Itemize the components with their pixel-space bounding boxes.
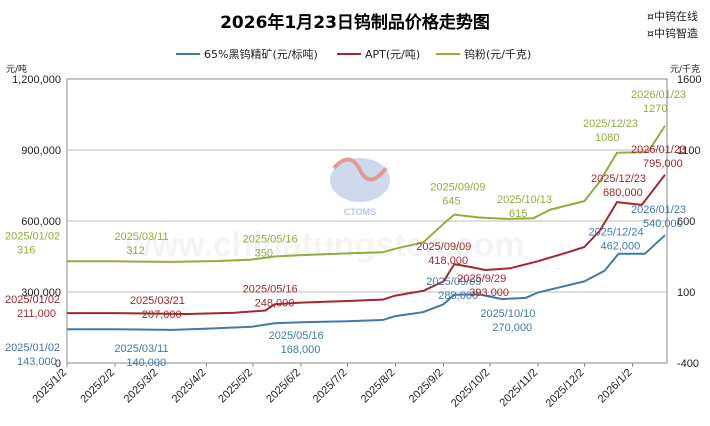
annotation-value: 795,000 — [643, 158, 683, 170]
annotation-date: 2025/05/16 — [243, 234, 298, 246]
annotation-value: 211,000 — [17, 308, 56, 320]
annotation-value: 350 — [255, 248, 273, 260]
left-axis-tick-label: 300,000 — [21, 287, 61, 299]
watermark-logo-icon — [330, 158, 390, 202]
annotation-layer: 2025/01/02 143,000 2025/03/11 140,000 2025/0… — [5, 89, 686, 369]
annotation-value: 288,000 — [438, 290, 478, 302]
series-line-powder — [67, 125, 666, 263]
brand-line-1: ¤中钨在线 — [647, 9, 698, 23]
annotation-value: 270,000 — [492, 322, 532, 334]
annotation-value: 393,000 — [469, 287, 509, 299]
annotation-date: 2025/10/13 — [497, 194, 552, 206]
annotation-value: 1270 — [643, 103, 667, 115]
annotation-value: 645 — [442, 196, 460, 208]
annotation-date: 2026/01/23 — [631, 144, 686, 156]
right-axis-tick-label: 1100 — [677, 145, 701, 157]
watermark-logo-wave-icon — [332, 157, 388, 182]
annotation-date: 2025/09/09 — [430, 182, 485, 194]
annotation-date: 2025/12/23 — [591, 173, 646, 185]
annotation-value: 680,000 — [603, 187, 643, 199]
series-line-ore — [67, 234, 666, 331]
annotation-date: 2025/01/02 — [5, 342, 60, 354]
left-axis-tick-label: 0 — [55, 358, 61, 370]
annotation-value: 316 — [17, 244, 35, 256]
right-axis-tick-label: -400 — [677, 358, 699, 370]
annotation-date: 2025/10/10 — [480, 308, 535, 320]
annotation-value: 540,000 — [643, 218, 683, 230]
chart-title: 2026年1月23日钨制品价格走势图 — [220, 12, 490, 33]
annotation-date: 2025/03/11 — [114, 343, 168, 355]
series-line-apt — [67, 174, 666, 315]
left-axis-unit: 元/吨 — [6, 63, 27, 75]
annotation-date: 2025/01/02 — [5, 294, 60, 306]
annotation-value: 207,000 — [142, 309, 182, 321]
annotation-date: 2025/12/23 — [583, 118, 638, 130]
annotation-value: 312 — [126, 245, 144, 257]
right-axis-tick-label: 100 — [677, 287, 695, 299]
left-axis-tick-label: 900,000 — [21, 145, 61, 157]
annotation-date: 2025/05/16 — [269, 330, 324, 342]
right-axis-unit: 元/千克 — [670, 64, 700, 75]
right-axis-tick-label: 1600 — [677, 74, 701, 86]
watermark-url: www.chinatungsten.com — [124, 226, 524, 264]
annotation-value: 143,000 — [17, 356, 57, 368]
annotation-date: 2025/01/02 — [5, 230, 60, 242]
annotation-date: 2025/05/16 — [243, 283, 298, 295]
annotation-value: 615 — [509, 208, 527, 220]
annotation-date: 2025/09/09 — [426, 276, 481, 288]
legend-label-apt: APT(元/吨) — [365, 48, 420, 61]
annotation-date: 2025/03/21 — [130, 295, 185, 307]
annotation-value: 248,000 — [255, 297, 295, 309]
watermark: CTOMS www.chinatungsten.com — [124, 157, 525, 264]
right-axis-tick-label: 600 — [677, 216, 695, 228]
annotation-date: 2025/03/11 — [114, 231, 168, 243]
annotation-value: 418,000 — [428, 255, 468, 267]
annotation-date: 2025/09/09 — [416, 241, 471, 253]
annotation-date: 2025/12/24 — [589, 227, 644, 239]
legend-label-powder: 钨粉(元/千克) — [464, 48, 531, 61]
legend-label-ore: 65%黑钨精矿(元/标吨) — [204, 47, 318, 61]
left-axis-tick-label: 1,200,000 — [12, 74, 61, 86]
annotation-date: 2026/01/23 — [631, 89, 686, 101]
legend: 65%黑钨精矿(元/标吨) APT(元/吨) 钨粉(元/千克) — [176, 47, 531, 61]
annotation-value: 462,000 — [601, 241, 641, 253]
annotation-value: 168,000 — [281, 344, 321, 356]
annotation-value: 140,000 — [126, 357, 166, 369]
brand-line-2: ¤中钨智造 — [647, 26, 698, 40]
watermark-logo-text: CTOMS — [344, 207, 376, 217]
grid-layer — [67, 149, 667, 293]
annotation-date: 2026/01/23 — [631, 204, 686, 216]
left-axis-tick-label: 600,000 — [21, 216, 61, 228]
series-layer — [67, 125, 666, 331]
annotation-date: 2025/9/29 — [457, 273, 506, 285]
annotation-value: 1080 — [595, 132, 619, 144]
